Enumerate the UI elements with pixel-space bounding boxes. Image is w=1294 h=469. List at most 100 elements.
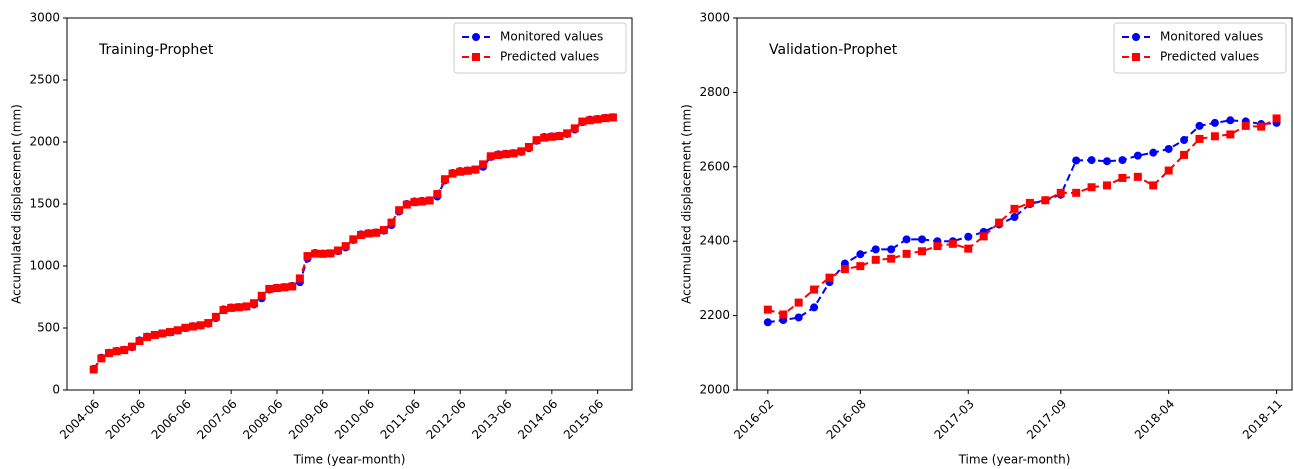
marker [303,252,312,261]
marker [887,245,896,254]
marker [1149,148,1158,157]
marker [1241,121,1250,130]
y-tick-label: 2200 [699,308,730,322]
plot: 2000 2200 2400 2600 2800 3000 2016-02 2016-08 20… [680,11,1293,467]
marker [1087,156,1096,165]
marker [280,283,289,292]
marker [1056,188,1065,197]
marker [1041,196,1050,205]
marker [1010,204,1019,213]
marker [379,226,388,235]
marker [1257,122,1266,131]
legend-label: Monitored values [1160,30,1263,44]
marker [608,113,617,122]
marker [601,114,610,123]
marker [364,229,373,238]
marker [1118,173,1127,182]
y-tick-label: 2600 [699,159,730,173]
marker [479,160,488,169]
y-tick-label: 2800 [699,85,730,99]
marker [509,149,518,158]
marker [472,53,480,61]
marker [517,147,526,156]
x-tick-label: 2015-06 [561,397,606,442]
marker [1180,150,1189,159]
y-tick-label: 1500 [29,197,60,211]
marker [555,132,564,141]
legend-label: Predicted values [500,50,599,64]
marker [471,165,480,174]
marker [242,302,251,311]
y-tick-label: 0 [52,383,60,397]
marker [794,313,803,322]
y-axis-label: Accumulated displacement (mm) [680,104,694,304]
marker [524,142,533,151]
marker [918,247,926,256]
marker [472,33,480,41]
legend-label: Monitored values [500,30,603,44]
marker [356,231,365,239]
marker [810,285,819,294]
x-tick-label: 2017-03 [931,397,976,442]
marker [593,115,602,124]
x-axis-label: Time (year-month) [293,453,406,467]
marker [964,244,973,253]
marker [810,303,819,312]
marker [825,273,834,282]
marker [288,282,297,291]
series-line [767,117,1278,316]
marker [902,249,911,258]
marker [387,218,396,227]
marker [257,291,266,300]
marker [204,319,213,328]
marker [1103,157,1111,166]
x-tick-label: 2005-06 [103,397,148,442]
marker [1226,116,1235,125]
x-tick-label: 2013-06 [469,397,514,442]
y-tick-label: 2000 [699,383,730,397]
marker [272,284,281,293]
marker [89,365,98,374]
marker [1072,156,1081,165]
y-tick-label: 500 [37,321,60,335]
marker [250,299,259,308]
marker [433,190,442,199]
marker [188,322,197,331]
marker [425,196,434,205]
marker [794,298,803,307]
marker [150,330,159,339]
x-axis-label: Time (year-month) [958,453,1071,467]
marker [372,228,381,237]
marker [173,326,182,335]
marker [326,249,335,258]
marker [1149,181,1158,190]
marker [933,242,942,251]
marker [1010,213,1019,222]
marker [871,245,880,254]
x-tick-label: 2007-06 [194,397,239,442]
marker [1195,134,1204,143]
marker [418,197,427,206]
marker [234,303,243,312]
x-tick-label: 2008-06 [240,397,285,442]
marker [1087,183,1096,192]
legend-label: Predicted values [1160,50,1259,64]
axes-frame [736,17,1293,391]
x-tick-label: 2011-06 [378,397,423,442]
x-tick-label: 2017-09 [1024,397,1069,442]
marker [1118,156,1127,165]
marker [979,232,988,241]
y-tick-label: 3000 [29,11,60,25]
marker [532,136,541,145]
marker [871,255,880,264]
marker [158,329,167,338]
marker [1025,198,1034,207]
y-axis-label: Accumulated displacement (mm) [10,104,24,304]
marker [948,239,957,248]
marker [779,310,788,319]
marker [349,235,358,244]
y-tick-label: 2000 [29,135,60,149]
marker [563,129,572,138]
